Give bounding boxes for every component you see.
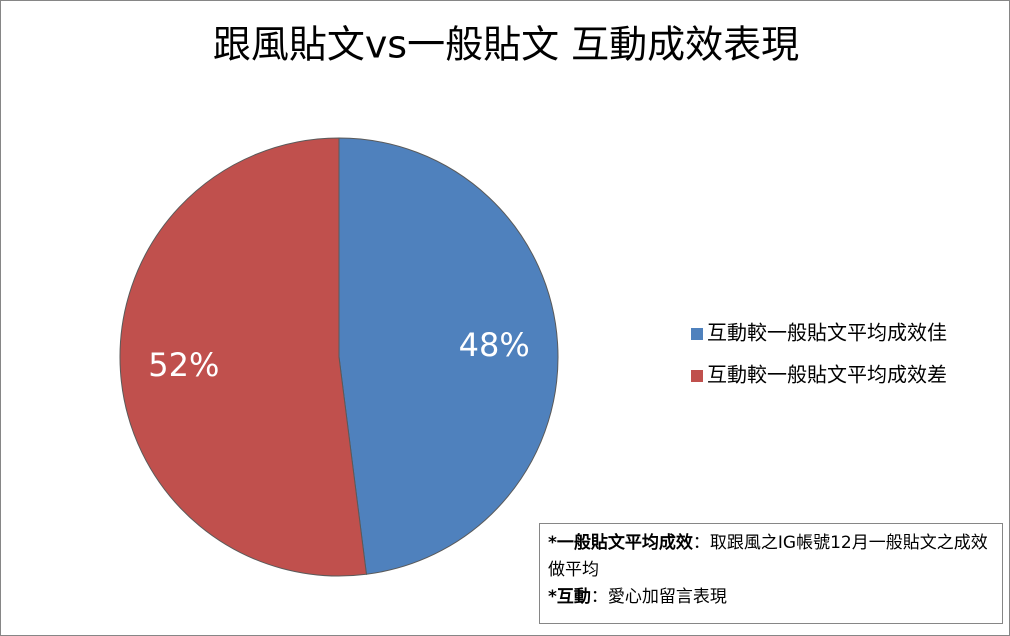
- data-label: 48%: [459, 326, 530, 364]
- legend-swatch: [691, 370, 703, 382]
- pie-slice: [119, 137, 368, 577]
- annotation: *一般貼文平均成效：取跟風之IG帳號12月一般貼文之成效做平均: [548, 530, 994, 584]
- annotation-text: ：愛心加留言表現: [590, 587, 727, 607]
- legend-swatch: [691, 328, 703, 340]
- annotation: *互動：愛心加留言表現: [548, 584, 994, 611]
- annotation-box: *一般貼文平均成效：取跟風之IG帳號12月一般貼文之成效做平均 *互動：愛心加留言…: [539, 523, 1003, 624]
- legend-label: 互動較一般貼文平均成效差: [707, 363, 947, 387]
- annotation-text: ：取跟風之IG帳號12月一般貼文之成效做平均: [548, 533, 988, 580]
- annotation-label: *互動: [548, 587, 591, 607]
- annotation-label: *一般貼文平均成效: [548, 533, 693, 553]
- pie-slice: [338, 137, 559, 575]
- data-label: 52%: [148, 346, 219, 384]
- legend-label: 互動較一般貼文平均成效佳: [707, 321, 947, 345]
- chart-title: 跟風貼文vs一般貼文 互動成效表現: [213, 23, 799, 67]
